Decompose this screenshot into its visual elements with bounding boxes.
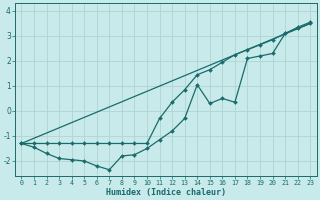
X-axis label: Humidex (Indice chaleur): Humidex (Indice chaleur) (106, 188, 226, 197)
